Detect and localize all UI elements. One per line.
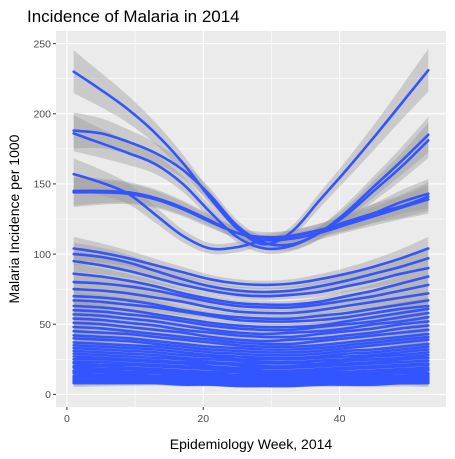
series-line: [72, 376, 430, 384]
series-line: [72, 190, 430, 242]
chart-title: Incidence of Malaria in 2014: [27, 7, 240, 26]
series-line: [72, 344, 430, 360]
series-line: [72, 372, 430, 381]
series-line: [72, 317, 430, 339]
y-tick-label: 200: [33, 108, 51, 120]
confidence-band: [73, 158, 429, 255]
y-tick-label: 50: [39, 319, 51, 331]
series-line: [72, 287, 430, 315]
series-line: [72, 308, 430, 332]
series-line: [72, 355, 430, 368]
series-line: [72, 321, 430, 343]
series-line: [72, 369, 430, 378]
series-line: [72, 69, 430, 246]
series-line: [72, 381, 430, 388]
confidence-band: [73, 291, 429, 325]
y-axis-title: Malaria Incidence per 1000: [6, 134, 22, 303]
series-line: [72, 357, 430, 370]
x-axis-ticks: 0 20 40: [64, 407, 346, 425]
series-line: [72, 280, 430, 309]
series-line: [72, 352, 430, 366]
series-line: [72, 360, 430, 373]
series-line: [72, 259, 430, 298]
series-line: [72, 325, 430, 346]
series-line: [72, 366, 430, 377]
series-line: [72, 362, 430, 374]
series-line: [72, 370, 430, 379]
y-tick-label: 100: [33, 249, 51, 261]
x-tick-label: 20: [197, 413, 209, 425]
series-line: [72, 304, 430, 329]
x-tick-label: 0: [64, 413, 70, 425]
x-axis-title: Epidemiology Week, 2014: [170, 436, 333, 452]
series-line: [72, 313, 430, 336]
y-axis-ticks: 0 50 100 150 200 250: [33, 38, 56, 401]
series-line: [72, 247, 430, 287]
series-line: [72, 294, 430, 321]
series-line: [72, 341, 430, 357]
y-tick-label: 250: [33, 38, 51, 50]
series-line: [72, 329, 430, 349]
series-line: [72, 337, 430, 354]
series-line: [72, 334, 430, 351]
series-line: [72, 380, 430, 386]
series-line: [72, 349, 430, 364]
series-line: [72, 252, 430, 294]
series-line: [72, 378, 430, 385]
series-line: [72, 272, 430, 307]
series-lines: [72, 69, 430, 388]
confidence-band: [73, 177, 429, 246]
y-tick-label: 0: [45, 389, 51, 401]
x-tick-label: 40: [334, 413, 346, 425]
y-tick-label: 150: [33, 179, 51, 191]
series-line: [72, 299, 430, 323]
series-line: [72, 346, 430, 361]
confidence-band: [73, 48, 429, 250]
series-line: [72, 364, 430, 375]
